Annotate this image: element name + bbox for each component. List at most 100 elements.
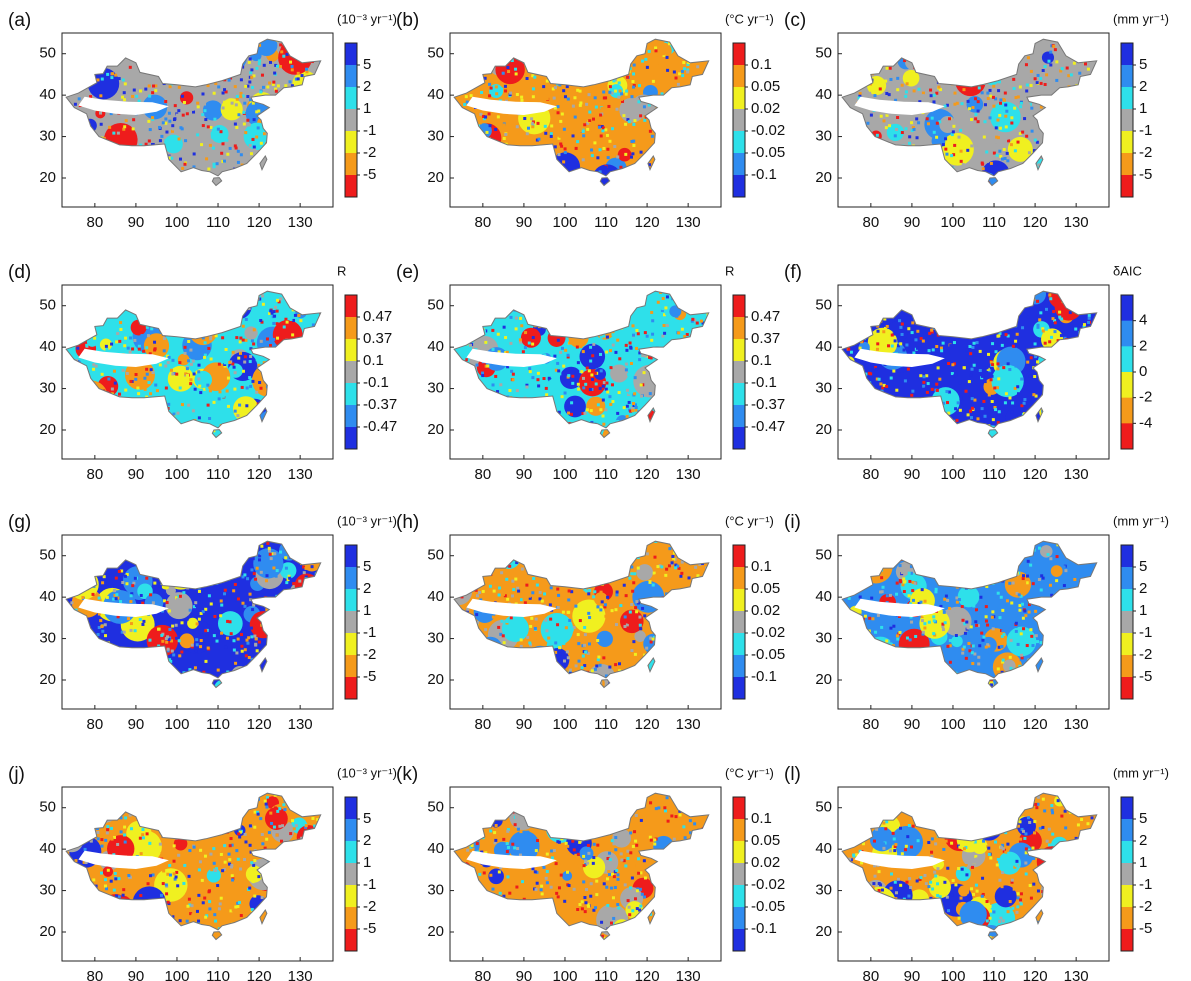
map-speckle bbox=[1013, 107, 1016, 110]
map-patch bbox=[244, 326, 257, 339]
map-speckle bbox=[663, 324, 666, 327]
map-speckle bbox=[650, 339, 653, 342]
y-tick-label: 40 bbox=[815, 338, 832, 355]
map-speckle bbox=[682, 61, 685, 64]
map-speckle bbox=[554, 86, 557, 89]
map-speckle bbox=[254, 578, 257, 581]
map-speckle bbox=[559, 351, 562, 354]
map-speckle bbox=[875, 368, 878, 371]
map-speckle bbox=[967, 163, 970, 166]
map-speckle bbox=[995, 126, 998, 129]
map-speckle bbox=[221, 336, 224, 339]
map-speckle bbox=[1044, 342, 1047, 345]
map-speckle bbox=[180, 650, 183, 653]
map-speckle bbox=[935, 136, 938, 139]
map-speckle bbox=[653, 572, 656, 575]
map-speckle bbox=[98, 597, 101, 600]
map-speckle bbox=[155, 632, 158, 635]
map-speckle bbox=[968, 380, 971, 383]
map-speckle bbox=[249, 385, 252, 388]
map-speckle bbox=[592, 340, 595, 343]
map-speckle bbox=[608, 140, 611, 143]
map-speckle bbox=[92, 593, 95, 596]
colorbar-band bbox=[1121, 346, 1133, 372]
map-speckle bbox=[1044, 65, 1047, 68]
map-speckle bbox=[1078, 72, 1081, 75]
colorbar-title: (°C yr⁻¹) bbox=[725, 11, 774, 26]
map-speckle bbox=[913, 89, 916, 92]
map-speckle bbox=[938, 378, 941, 381]
map-speckle bbox=[248, 81, 251, 84]
map-speckle bbox=[531, 125, 534, 128]
map-speckle bbox=[635, 329, 638, 332]
y-tick-label: 30 bbox=[39, 128, 56, 145]
map-speckle bbox=[1048, 294, 1051, 297]
map-speckle bbox=[275, 575, 278, 578]
map-speckle bbox=[197, 377, 200, 380]
map-speckle bbox=[884, 80, 887, 83]
map-speckle bbox=[589, 388, 592, 391]
map-speckle bbox=[237, 150, 240, 153]
map-speckle bbox=[255, 391, 258, 394]
map-speckle bbox=[488, 94, 491, 97]
map-speckle bbox=[640, 383, 643, 386]
map-speckle bbox=[158, 126, 161, 129]
map-speckle bbox=[258, 62, 261, 65]
map-speckle bbox=[465, 95, 468, 98]
map-speckle bbox=[655, 49, 658, 52]
x-tick-label: 80 bbox=[863, 466, 880, 483]
map-speckle bbox=[255, 136, 258, 139]
map-speckle bbox=[989, 89, 992, 92]
map-speckle bbox=[207, 125, 210, 128]
map-speckle bbox=[257, 126, 260, 129]
y-tick-label: 20 bbox=[39, 421, 56, 438]
map-speckle bbox=[289, 80, 292, 83]
map-speckle bbox=[237, 161, 240, 164]
map-speckle bbox=[504, 85, 507, 88]
map-speckle bbox=[982, 167, 985, 170]
map-speckle bbox=[571, 382, 574, 385]
map-speckle bbox=[575, 121, 578, 124]
map-speckle bbox=[194, 601, 197, 604]
x-tick-label: 100 bbox=[164, 716, 189, 733]
map-speckle bbox=[213, 634, 216, 637]
map-speckle bbox=[641, 60, 644, 63]
colorbar-band bbox=[1121, 109, 1133, 132]
map-speckle bbox=[877, 96, 880, 99]
map-speckle bbox=[904, 379, 907, 382]
map-speckle bbox=[999, 127, 1002, 130]
map-speckle bbox=[996, 154, 999, 157]
map-speckle bbox=[955, 419, 958, 422]
map-speckle bbox=[691, 318, 694, 321]
colorbar-band bbox=[345, 427, 357, 450]
map-speckle bbox=[255, 67, 258, 70]
map-speckle bbox=[220, 130, 223, 133]
map-speckle bbox=[677, 83, 680, 86]
panel-label: (b) bbox=[396, 10, 419, 31]
map-speckle bbox=[495, 92, 498, 95]
map-speckle bbox=[1045, 308, 1048, 311]
map-speckle bbox=[649, 392, 652, 395]
panel-label: (a) bbox=[8, 10, 31, 31]
map-speckle bbox=[886, 325, 889, 328]
map-speckle bbox=[532, 87, 535, 90]
map-speckle bbox=[607, 105, 610, 108]
map-speckle bbox=[533, 76, 536, 79]
map-speckle bbox=[586, 408, 589, 411]
map-speckle bbox=[95, 365, 98, 368]
map-speckle bbox=[561, 395, 564, 398]
map-speckle bbox=[226, 390, 229, 393]
map-speckle bbox=[579, 345, 582, 348]
map-speckle bbox=[236, 98, 239, 101]
map-speckle bbox=[239, 352, 242, 355]
map-speckle bbox=[994, 408, 997, 411]
map-speckle bbox=[991, 375, 994, 378]
map-speckle bbox=[1004, 92, 1007, 95]
colorbar-band bbox=[345, 633, 357, 656]
colorbar-band bbox=[345, 545, 357, 568]
map-speckle bbox=[222, 142, 225, 145]
map-speckle bbox=[869, 372, 872, 375]
map-speckle bbox=[491, 329, 494, 332]
map-speckle bbox=[1044, 83, 1047, 86]
map-speckle bbox=[251, 608, 254, 611]
